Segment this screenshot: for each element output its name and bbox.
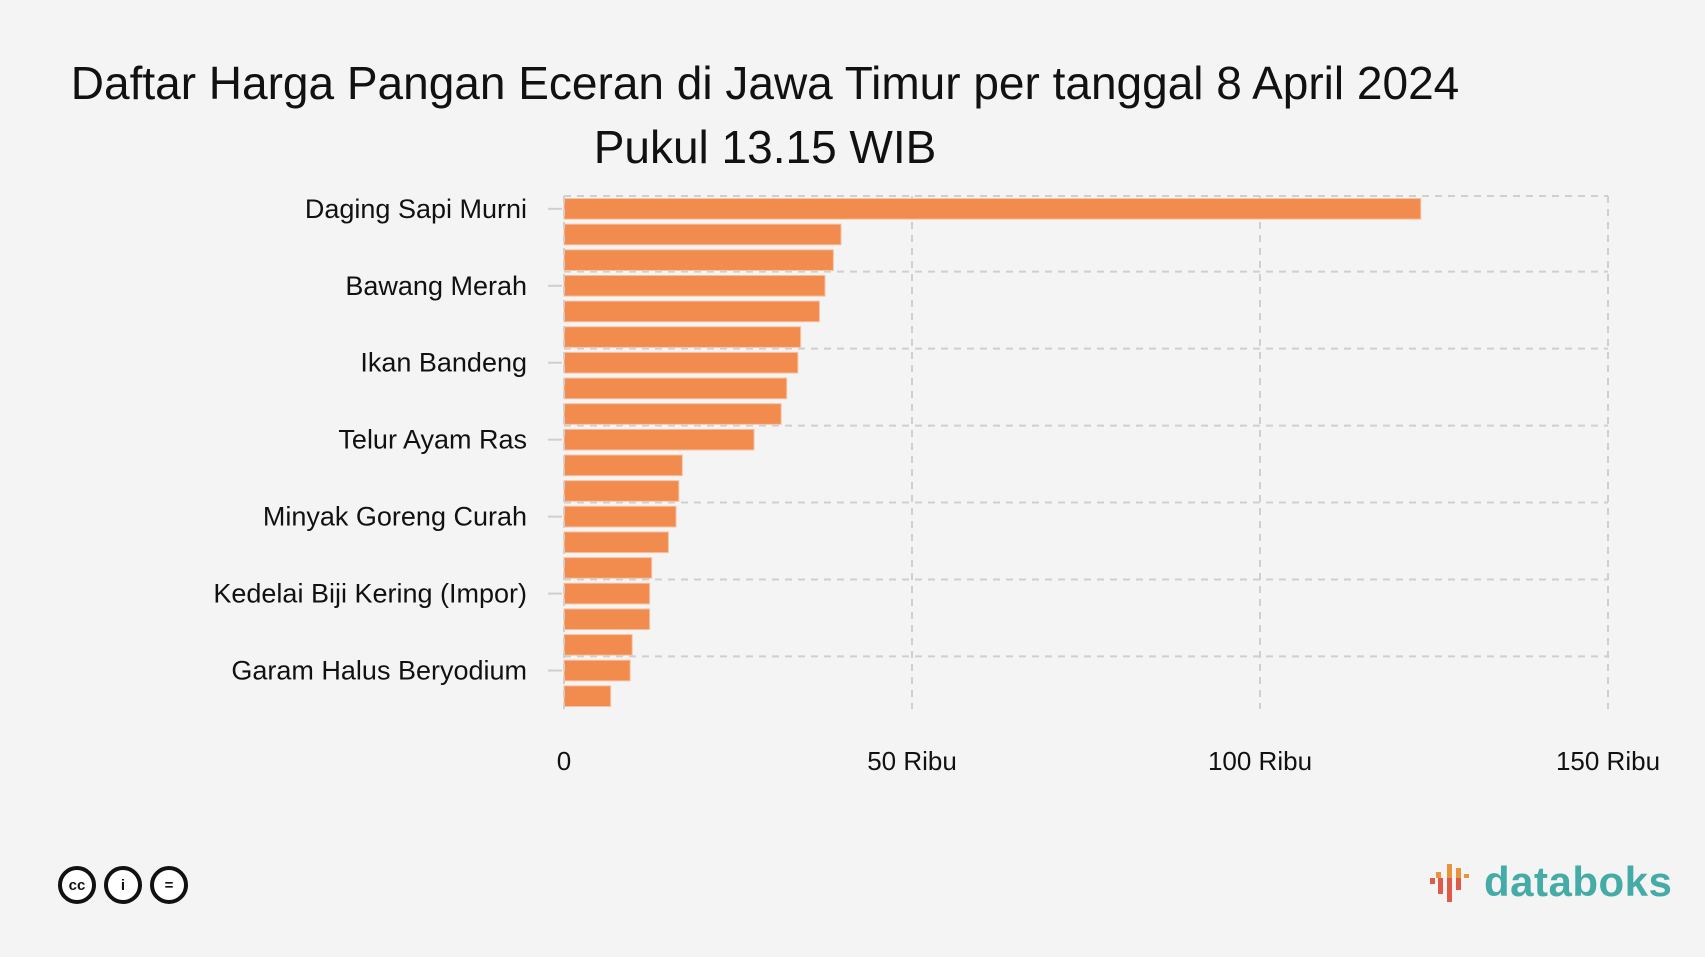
bar — [563, 454, 683, 477]
bar — [563, 582, 651, 605]
databoks-logo: databoks — [1428, 858, 1672, 906]
bar — [563, 249, 834, 271]
brand-name: databoks — [1484, 858, 1673, 905]
cc-icon: cc — [58, 866, 96, 904]
bar — [563, 198, 1422, 220]
bar — [563, 274, 826, 297]
y-category-label: Ikan Bandeng — [360, 348, 527, 378]
databoks-logo-icon — [1430, 864, 1469, 902]
bar — [563, 428, 755, 451]
bar — [563, 480, 680, 502]
chart-subtitle: Pukul 13.15 WIB — [593, 121, 937, 173]
no-derivatives-icon: = — [150, 866, 188, 904]
license-icons: cc i = — [58, 866, 188, 904]
y-category-label: Bawang Merah — [345, 271, 527, 301]
bar — [563, 557, 653, 579]
x-tick-label: 100 Ribu — [1208, 746, 1312, 776]
y-category-label: Kedelai Biji Kering (Impor) — [213, 579, 527, 609]
y-category-label: Garam Halus Beryodium — [231, 656, 527, 686]
bar — [563, 403, 782, 425]
attribution-icon: i — [104, 866, 142, 904]
x-tick-label: 0 — [557, 746, 571, 776]
y-category-label: Daging Sapi Murni — [305, 194, 527, 224]
bar — [563, 608, 651, 631]
bar — [563, 351, 799, 374]
bar — [563, 505, 677, 528]
chart-title: Daftar Harga Pangan Eceran di Jawa Timur… — [70, 57, 1460, 109]
y-category-label: Telur Ayam Ras — [338, 425, 527, 455]
bar — [563, 659, 631, 682]
x-tick-label: 50 Ribu — [867, 746, 957, 776]
bar — [563, 326, 802, 348]
bar — [563, 377, 788, 400]
bar — [563, 634, 633, 656]
bar — [563, 300, 820, 323]
bar — [563, 531, 669, 554]
bar — [563, 223, 842, 246]
bar — [563, 685, 612, 707]
y-category-label: Minyak Goreng Curah — [263, 502, 527, 532]
x-tick-label: 150 Ribu — [1556, 746, 1660, 776]
